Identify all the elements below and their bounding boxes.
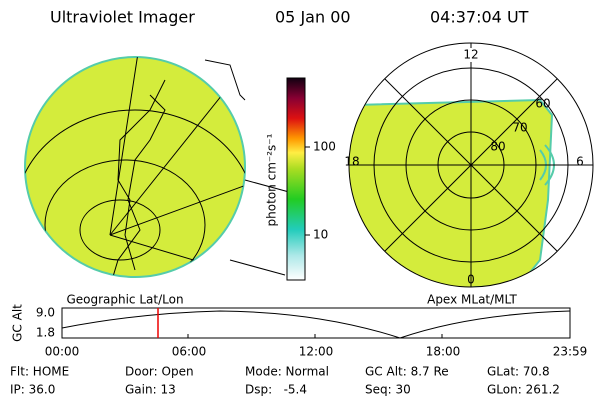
colorbar-tick-label: 100 bbox=[313, 140, 336, 154]
time: 04:37:04 UT bbox=[430, 8, 529, 27]
status-field: Gain: 13 bbox=[125, 383, 176, 397]
colorbar-label: photon cm⁻²s⁻¹ bbox=[265, 133, 279, 226]
x-tick-label: 18:00 bbox=[426, 345, 461, 359]
y-tick-label: 9.0 bbox=[36, 306, 55, 320]
status-field: Seq: 30 bbox=[365, 383, 411, 397]
status-field: Flt: HOME bbox=[10, 365, 69, 379]
x-tick-label: 12:00 bbox=[299, 345, 334, 359]
polar-image bbox=[348, 42, 594, 288]
panel-label: Geographic Lat/Lon bbox=[66, 293, 183, 307]
x-tick-label: 23:59 bbox=[553, 345, 588, 359]
status-field: GLon: 261.2 bbox=[487, 383, 560, 397]
colorbar bbox=[286, 77, 306, 281]
mlt-label: 0 bbox=[467, 273, 475, 287]
date: 05 Jan 00 bbox=[275, 8, 351, 27]
status-field: GC Alt: 8.7 Re bbox=[365, 365, 449, 379]
status-field: Mode: Normal bbox=[245, 365, 329, 379]
lat-label: 60 bbox=[535, 97, 550, 111]
lat-label: 70 bbox=[512, 121, 527, 135]
y-tick-label: 1.8 bbox=[36, 326, 55, 340]
y-axis-label: GC Alt bbox=[11, 304, 25, 342]
status-field: Door: Open bbox=[125, 365, 194, 379]
status-field: IP: 36.0 bbox=[10, 383, 55, 397]
lat-label: 80 bbox=[490, 140, 505, 154]
status-field: Dsp: -5.4 bbox=[245, 383, 307, 397]
colorbar-tick-label: 10 bbox=[313, 228, 328, 242]
altitude-plot bbox=[61, 307, 571, 339]
panel-label: Apex MLat/MLT bbox=[427, 293, 517, 307]
mlt-label: 12 bbox=[463, 48, 478, 62]
x-tick-label: 00:00 bbox=[45, 345, 80, 359]
mlt-label: 6 bbox=[576, 155, 584, 169]
x-tick-label: 06:00 bbox=[172, 345, 207, 359]
title: Ultraviolet Imager bbox=[50, 8, 195, 27]
geographic-image bbox=[24, 56, 301, 278]
mlt-label: 18 bbox=[344, 155, 359, 169]
status-field: GLat: 70.8 bbox=[487, 365, 550, 379]
